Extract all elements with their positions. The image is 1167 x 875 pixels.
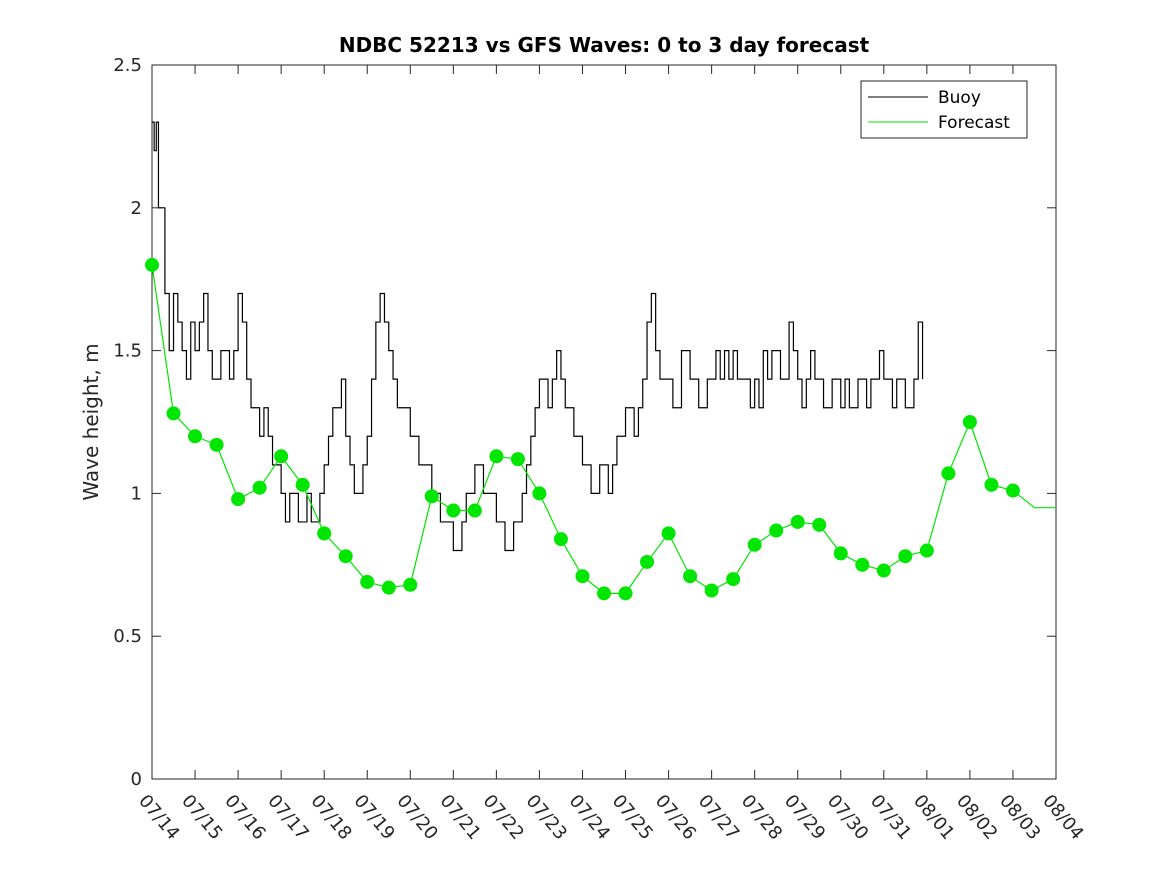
forecast-marker (489, 449, 504, 464)
forecast-marker (833, 546, 848, 561)
forecast-marker (1005, 483, 1020, 498)
forecast-marker (532, 486, 547, 501)
forecast-marker (661, 526, 676, 541)
forecast-marker (640, 554, 655, 569)
forecast-marker (295, 477, 310, 492)
y-tick-label: 0.5 (113, 626, 142, 647)
legend: Buoy Forecast (860, 80, 1028, 139)
forecast-marker (790, 514, 805, 529)
x-tick-label: 07/26 (651, 791, 700, 844)
x-tick-label: 07/24 (565, 791, 614, 844)
x-tick-label: 08/02 (952, 791, 1001, 844)
y-tick-label: 2.5 (113, 55, 142, 76)
y-tick-label: 0 (131, 769, 142, 790)
legend-buoy-label: Buoy (938, 88, 981, 108)
forecast-marker (553, 532, 568, 547)
x-tick-label: 07/23 (522, 791, 571, 844)
forecast-marker (403, 577, 418, 592)
forecast-marker (855, 557, 870, 572)
forecast-marker (919, 543, 934, 558)
forecast-marker (726, 572, 741, 587)
x-tick-label: 07/28 (737, 791, 786, 844)
y-tick-label: 1 (131, 483, 142, 504)
forecast-marker (510, 452, 525, 467)
forecast-marker (317, 526, 332, 541)
forecast-marker (252, 480, 267, 495)
forecast-marker (424, 489, 439, 504)
x-tick-label: 08/04 (1038, 791, 1087, 844)
forecast-marker (575, 569, 590, 584)
x-tick-label: 07/19 (349, 791, 398, 844)
forecast-marker (274, 449, 289, 464)
legend-box (860, 80, 1028, 139)
chart-title: NDBC 52213 vs GFS Waves: 0 to 3 day fore… (339, 33, 870, 57)
forecast-marker (941, 466, 956, 481)
x-tick-label: 07/31 (866, 791, 915, 844)
forecast-marker (209, 437, 224, 452)
x-tick-label: 07/21 (436, 791, 485, 844)
x-tick-label: 07/25 (608, 791, 657, 844)
x-tick-label: 08/01 (909, 791, 958, 844)
forecast-marker (446, 503, 461, 518)
forecast-marker (231, 492, 246, 507)
forecast-marker (769, 523, 784, 538)
forecast-marker (338, 549, 353, 564)
forecast-marker (618, 586, 633, 601)
forecast-marker (381, 580, 396, 595)
forecast-marker (360, 574, 375, 589)
x-tick-label: 07/22 (479, 791, 528, 844)
forecast-marker (812, 517, 827, 532)
forecast-marker (145, 257, 159, 272)
forecast-marker (962, 415, 977, 429)
x-tick-label: 08/03 (995, 791, 1044, 844)
y-axis-label: Wave height, m (79, 343, 103, 500)
forecast-marker (747, 537, 762, 552)
y-axis: 0 0.5 1 1.5 2 2.5 (113, 55, 1056, 790)
forecast-marker (984, 477, 999, 492)
x-tick-label: 07/17 (263, 791, 312, 844)
buoy-line (152, 121, 924, 552)
forecast-marker (876, 563, 891, 578)
forecast-marker (467, 503, 482, 518)
forecast-marker (188, 429, 203, 444)
x-tick-label: 07/20 (392, 791, 441, 844)
forecast-marker (704, 583, 719, 598)
forecast-marker (683, 569, 698, 584)
forecast-marker (898, 549, 913, 564)
x-tick-label: 07/15 (177, 791, 226, 844)
y-tick-label: 1.5 (113, 341, 142, 362)
x-tick-label: 07/16 (220, 791, 269, 844)
legend-forecast-label: Forecast (938, 113, 1010, 133)
x-tick-label: 07/29 (780, 791, 829, 844)
x-tick-label: 07/14 (134, 791, 183, 844)
marker-layer (145, 257, 1020, 601)
forecast-marker (597, 586, 611, 601)
forecast-marker (166, 406, 181, 421)
y-tick-label: 2 (131, 198, 142, 219)
x-tick-label: 07/27 (694, 791, 743, 844)
plot-area (151, 64, 1057, 780)
x-tick-label: 07/30 (823, 791, 872, 844)
x-tick-label: 07/18 (306, 791, 355, 844)
